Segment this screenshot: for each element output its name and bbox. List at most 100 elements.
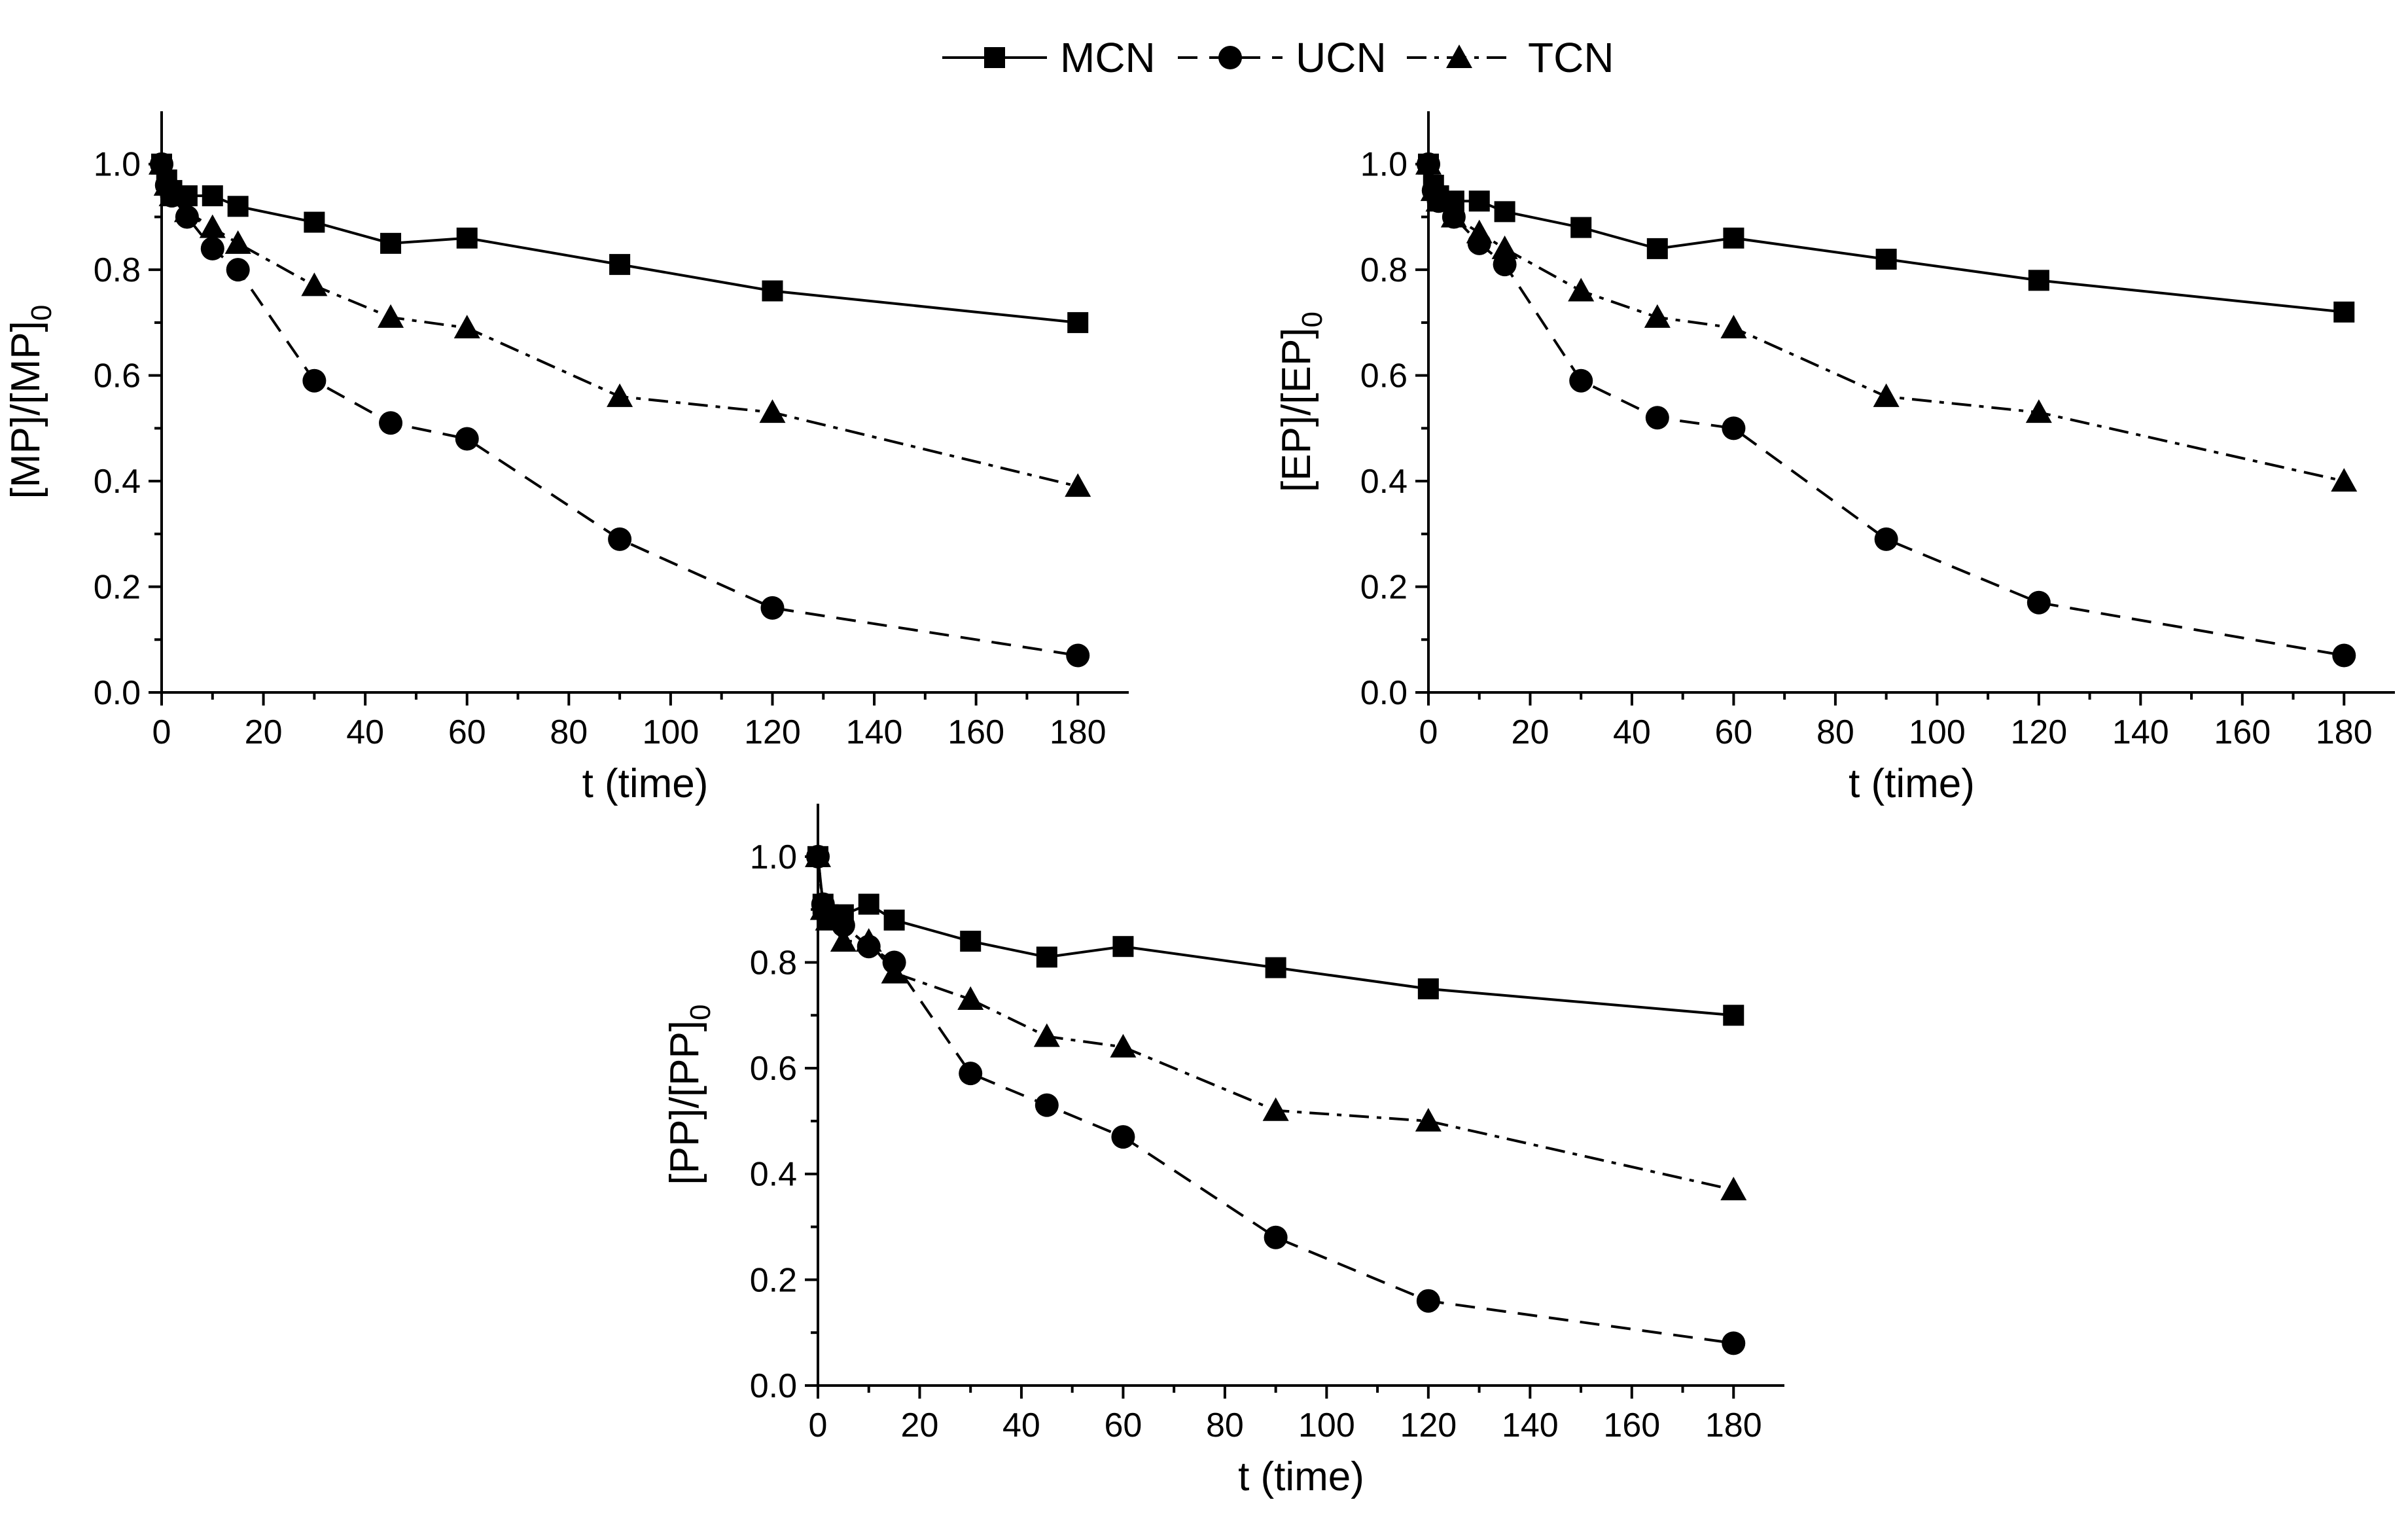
data-point-mcn: [1265, 957, 1286, 978]
y-tick-label: 0.4: [750, 1156, 797, 1194]
series-line-mcn: [160, 164, 1078, 324]
legend-marker-ucn: [1218, 46, 1242, 69]
data-point-tcn: [1644, 304, 1671, 328]
x-axis-title: t (time): [582, 761, 709, 806]
data-point-tcn: [1491, 235, 1518, 259]
data-point-mcn: [1723, 227, 1744, 249]
series-line-mcn: [817, 856, 1734, 1017]
data-point-ucn: [2332, 643, 2356, 668]
data-point-mcn: [456, 227, 478, 249]
data-point-ucn: [1264, 1225, 1288, 1249]
data-point-tcn: [453, 314, 480, 338]
data-point-tcn: [1720, 314, 1747, 338]
data-point-tcn: [1466, 219, 1493, 243]
data-point-ucn: [760, 596, 785, 620]
data-point-tcn: [301, 272, 328, 296]
legend: MCN UCN TCN: [942, 34, 1614, 81]
x-tick-label: 140: [2112, 713, 2169, 751]
y-tick-label: 0.0: [94, 674, 141, 712]
x-tick-label: 180: [2316, 713, 2373, 751]
data-point-tcn: [1425, 188, 1452, 212]
data-point-ucn: [831, 913, 855, 937]
chart-panel-pp: 0 20 40 60 80 100 120 140 160 180 0.0 0.2 0.4 0.6 0.8 1…: [662, 804, 1784, 1499]
legend-label-tcn: TCN: [1528, 34, 1614, 81]
x-tick-label: 120: [1400, 1406, 1457, 1444]
data-point-ucn: [226, 258, 250, 282]
y-tick-label: 0.6: [750, 1050, 797, 1088]
data-point-tcn: [1415, 1107, 1442, 1132]
y-tick-label: 0.2: [1360, 569, 1408, 607]
data-point-ucn: [2027, 590, 2051, 615]
data-point-mcn: [380, 232, 402, 254]
x-tick-label: 0: [1419, 713, 1438, 751]
data-point-mcn: [1036, 946, 1057, 968]
x-tick-label: 60: [1104, 1406, 1142, 1444]
y-axis-title: [PP]/[PP]0: [662, 1004, 717, 1185]
data-point-mcn: [1646, 238, 1668, 259]
x-tick-label: 40: [1613, 713, 1651, 751]
data-point-tcn: [224, 230, 251, 254]
data-point-mcn: [1494, 201, 1515, 223]
x-tick-label: 160: [1603, 1406, 1660, 1444]
data-point-tcn: [149, 151, 175, 175]
data-point-mcn: [2028, 270, 2049, 291]
series-line-ucn: [160, 164, 1078, 657]
x-tick-label: 100: [643, 713, 699, 751]
y-tick-label: 0.8: [1360, 251, 1408, 289]
data-point-tcn: [1720, 1176, 1747, 1200]
y-axis-title-main: [MP]/[MP]: [3, 321, 48, 499]
chart-panel-mp: 0 20 40 60 80 100 120 140 160 180 0.0 0.2 0.4 0.6 0.8 1…: [3, 111, 1129, 806]
data-point-ucn: [302, 368, 327, 393]
data-point-mcn: [858, 893, 879, 915]
data-point-mcn: [1468, 190, 1490, 212]
data-point-tcn: [1440, 204, 1467, 228]
y-tick-label: 0.6: [94, 357, 141, 395]
y-axis-title-subscript: 0: [26, 305, 58, 321]
data-point-mcn: [227, 196, 249, 217]
data-point-tcn: [830, 928, 857, 952]
x-tick-label: 80: [1816, 713, 1854, 751]
x-tick-label: 20: [245, 713, 283, 751]
legend-marker-tcn: [1446, 45, 1472, 68]
x-tick-label: 40: [346, 713, 384, 751]
data-point-ucn: [959, 1062, 983, 1086]
data-point-mcn: [883, 909, 905, 931]
y-tick-label: 1.0: [750, 838, 797, 876]
x-tick-label: 160: [947, 713, 1004, 751]
y-tick-label: 0.6: [1360, 357, 1408, 395]
data-point-tcn: [815, 906, 841, 931]
x-tick-label: 140: [846, 713, 903, 751]
x-tick-label: 140: [1502, 1406, 1559, 1444]
data-point-ucn: [1111, 1125, 1135, 1149]
data-point-ucn: [1569, 368, 1593, 393]
data-point-tcn: [881, 959, 908, 984]
y-tick-label: 0.4: [1360, 463, 1408, 501]
data-point-mcn: [609, 254, 631, 276]
data-point-ucn: [1722, 1331, 1746, 1355]
data-point-tcn: [158, 183, 185, 207]
data-point-mcn: [1723, 1005, 1744, 1026]
data-point-mcn: [960, 931, 982, 952]
data-point-tcn: [1110, 1033, 1137, 1058]
series-line-ucn: [1427, 164, 2345, 657]
y-tick-label: 1.0: [94, 146, 141, 184]
data-point-mcn: [1417, 978, 1439, 999]
data-point-mcn: [762, 280, 783, 302]
y-axis-title-subscript: 0: [684, 1004, 717, 1020]
data-point-ucn: [1035, 1093, 1059, 1117]
y-tick-label: 0.8: [94, 251, 141, 289]
data-point-ucn: [200, 236, 224, 260]
y-tick-label: 0.8: [750, 944, 797, 982]
data-point-tcn: [1262, 1097, 1289, 1121]
data-point-mcn: [2333, 301, 2355, 323]
data-point-tcn: [378, 304, 404, 328]
chart-panel-ep: 0 20 40 60 80 100 120 140 160 180 0.0 0.2 0.4 0.6 0.8 1…: [1274, 111, 2395, 806]
x-tick-label: 40: [1002, 1406, 1040, 1444]
data-point-mcn: [304, 211, 325, 233]
data-point-ucn: [1066, 643, 1090, 668]
y-axis-title: [EP]/[EP]0: [1274, 312, 1328, 492]
data-point-tcn: [855, 928, 882, 952]
x-tick-label: 100: [1909, 713, 1966, 751]
data-point-tcn: [199, 214, 226, 238]
y-axis-title: [MP]/[MP]0: [3, 305, 58, 499]
